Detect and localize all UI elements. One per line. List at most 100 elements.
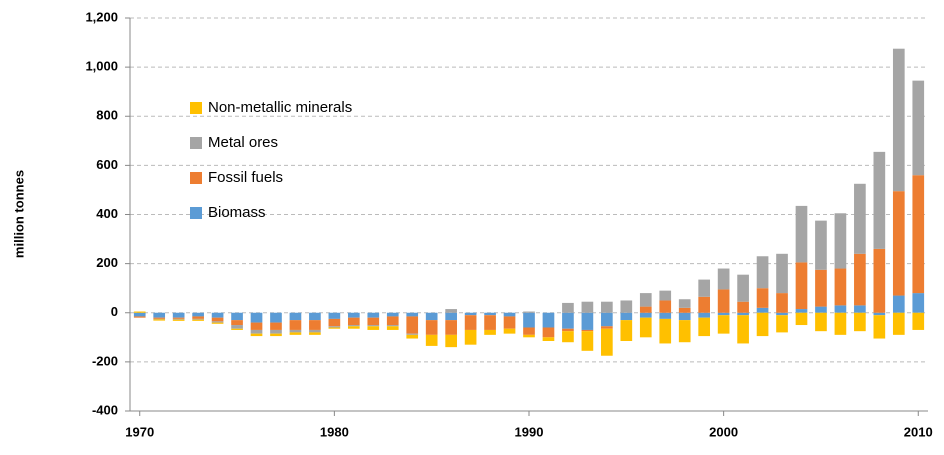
bar (834, 305, 847, 313)
bar (153, 317, 166, 319)
y-tick-label: 600 (96, 157, 118, 172)
bar (892, 312, 905, 335)
bar (542, 312, 555, 328)
bar (464, 315, 477, 330)
bar (815, 220, 827, 270)
y-tick-label: 0 (111, 304, 118, 319)
bar (367, 326, 380, 330)
bar (464, 329, 477, 345)
bar (270, 333, 282, 337)
bar (698, 317, 711, 337)
bar (776, 293, 788, 313)
bar (639, 306, 652, 313)
bar (562, 312, 574, 329)
bar (425, 312, 438, 321)
bar (367, 325, 380, 327)
bar (172, 312, 185, 318)
bar (133, 316, 146, 318)
bar (834, 213, 847, 269)
bar (912, 293, 925, 313)
bar (328, 312, 341, 319)
bar (892, 295, 905, 313)
bar (659, 312, 672, 319)
bar (172, 319, 185, 321)
bar (192, 318, 204, 320)
bar (737, 301, 749, 313)
y-tick-label: -200 (92, 353, 118, 368)
bar (192, 319, 204, 321)
bar (250, 333, 263, 337)
bar (639, 293, 652, 307)
bar (854, 253, 866, 306)
bar (425, 320, 438, 335)
bar (289, 329, 302, 333)
bar (192, 312, 204, 317)
bar (289, 332, 302, 335)
bar (445, 312, 457, 321)
bar (270, 312, 282, 323)
bar (347, 317, 360, 326)
bar (133, 311, 146, 313)
bar (406, 312, 419, 317)
bar (542, 327, 555, 338)
y-tick-label: -400 (92, 402, 118, 417)
bar (601, 312, 613, 327)
bar (503, 312, 516, 317)
bar (211, 321, 224, 323)
bar (912, 80, 925, 176)
bar (445, 334, 457, 348)
bar (815, 269, 827, 307)
bar (737, 274, 749, 302)
bar (678, 312, 691, 321)
y-tick-label: 400 (96, 206, 118, 221)
bar (581, 301, 594, 313)
bar (289, 320, 302, 330)
bar (386, 325, 399, 327)
bar (231, 320, 243, 326)
bar (717, 289, 730, 313)
bar (309, 312, 321, 321)
bar (912, 312, 925, 330)
y-axis-label: million tonnes (11, 170, 26, 258)
bar (795, 205, 808, 263)
bar (270, 322, 282, 330)
bar (523, 334, 535, 338)
bar (542, 337, 555, 341)
bar (523, 312, 535, 328)
bar (347, 325, 360, 327)
y-tick-label: 800 (96, 108, 118, 123)
bar (892, 191, 905, 296)
bar (717, 268, 730, 290)
bar (211, 322, 224, 324)
bar (659, 318, 672, 344)
bar (562, 331, 574, 343)
bar (756, 256, 769, 289)
bar (523, 311, 535, 313)
bar (172, 317, 185, 319)
legend-label: Biomass (208, 204, 266, 221)
bar (231, 312, 243, 321)
bar (581, 329, 594, 332)
bar (406, 333, 419, 335)
bar (581, 331, 594, 351)
bar (562, 328, 574, 332)
bar (815, 312, 827, 332)
y-tick-label: 200 (96, 255, 118, 270)
bar (406, 316, 419, 334)
bar (328, 327, 341, 329)
bar (289, 312, 302, 321)
bar (250, 329, 263, 334)
bar (737, 315, 749, 344)
bar (484, 329, 496, 335)
bar (328, 318, 341, 327)
legend-swatch (190, 172, 202, 184)
bar (717, 312, 730, 316)
bar (328, 326, 341, 328)
x-tick-label: 1990 (515, 424, 544, 439)
bar (192, 316, 204, 319)
bar (347, 326, 360, 329)
legend-swatch (190, 137, 202, 149)
bar (756, 307, 769, 313)
bar (523, 327, 535, 335)
bar (445, 320, 457, 335)
